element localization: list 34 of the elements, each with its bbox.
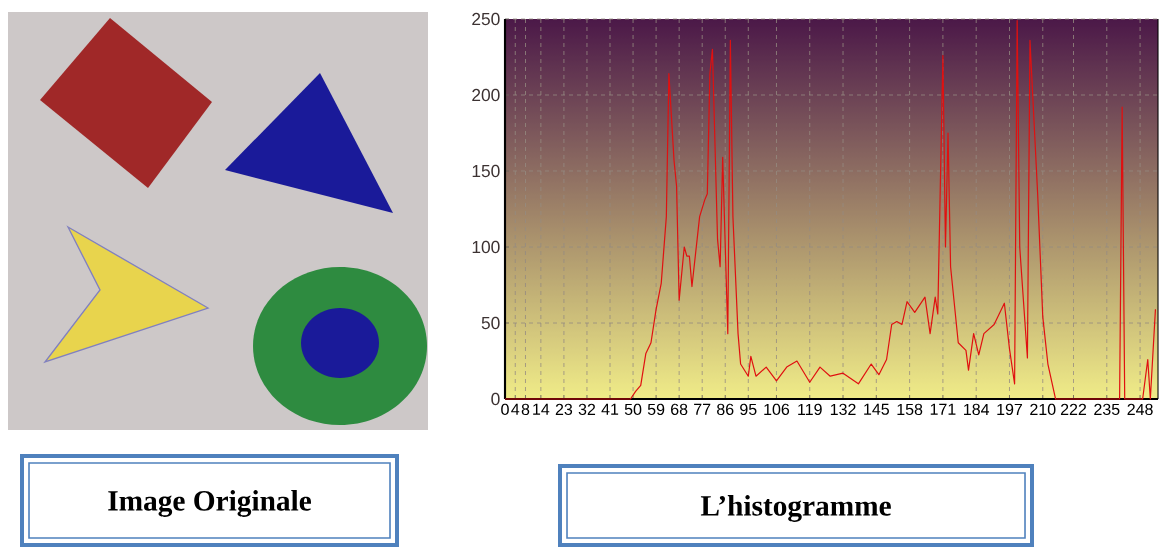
text: L’histogramme <box>700 495 891 522</box>
y-tick-label: 100 <box>472 240 500 254</box>
x-tick-label: 184 <box>964 403 990 416</box>
text: Image Originale <box>108 490 311 517</box>
x-tick-label: 171 <box>930 403 956 415</box>
x-tick-label: 68 <box>671 403 688 416</box>
x-tick-label: 119 <box>798 403 822 416</box>
x-tick-label: 41 <box>601 403 619 415</box>
x-tick-label: 4 <box>511 403 520 415</box>
x-tick-label: 145 <box>864 403 889 415</box>
x-tick-label: 95 <box>740 403 757 416</box>
x-tick-label: 210 <box>1030 403 1056 416</box>
x-tick-label: 158 <box>897 403 923 416</box>
x-tick-label: 132 <box>830 403 856 416</box>
x-tick-label: 0 <box>501 403 509 416</box>
x-tick-label: 8 <box>521 403 530 416</box>
x-tick-label: 23 <box>555 403 573 416</box>
line-series <box>504 19 1157 400</box>
y-tick-label: 50 <box>481 316 500 330</box>
x-tick-label: 106 <box>764 403 790 416</box>
x-tick-label: 197 <box>997 403 1023 416</box>
x-tick-label: 248 <box>1127 403 1153 416</box>
x-tick-label: 235 <box>1094 403 1120 416</box>
y-tick-label: 250 <box>472 12 500 26</box>
x-tick-label: 77 <box>694 403 711 415</box>
y-tick-label: 200 <box>472 88 500 102</box>
y-tick-label: 0 <box>491 392 500 406</box>
y-tick-label: 150 <box>472 164 500 178</box>
x-tick-label: 50 <box>624 403 642 416</box>
x-tick-label: 59 <box>647 403 665 416</box>
x-tick-label: 222 <box>1060 403 1087 415</box>
x-tick-label: 32 <box>578 403 596 416</box>
x-tick-label: 14 <box>533 403 550 415</box>
x-tick-label: 86 <box>717 403 734 416</box>
